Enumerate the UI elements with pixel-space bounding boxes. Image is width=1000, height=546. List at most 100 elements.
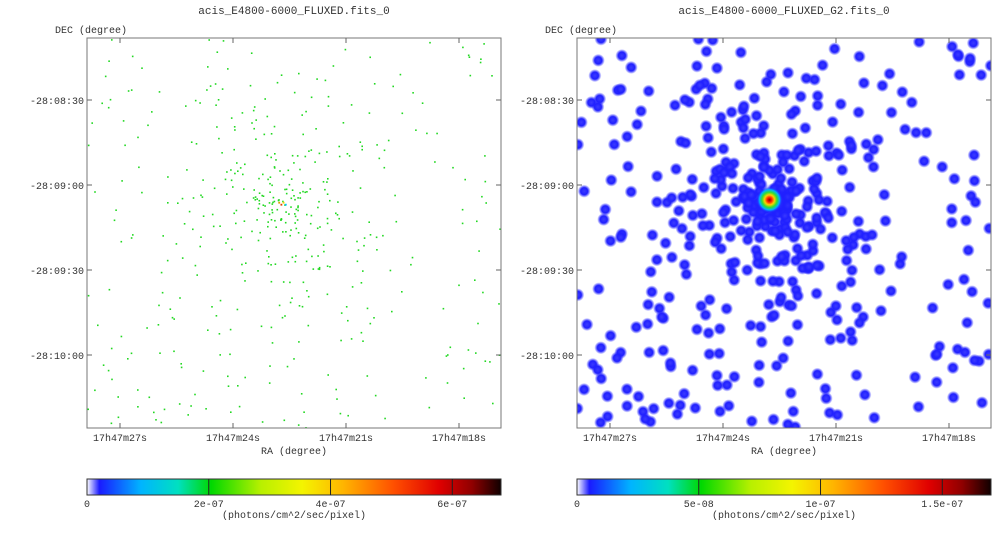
source-blob xyxy=(688,401,702,415)
source-pixel xyxy=(304,155,307,158)
source-pixel xyxy=(304,191,306,194)
source-pixel xyxy=(273,125,276,128)
source-blob xyxy=(809,144,823,158)
source-pixel xyxy=(275,159,277,161)
source-blob xyxy=(946,361,960,375)
source-pixel xyxy=(282,231,284,233)
source-pixel xyxy=(195,143,198,145)
source-blob xyxy=(723,230,737,244)
y-axis-label: DEC (degree) xyxy=(545,25,617,37)
source-pixel xyxy=(467,349,470,351)
source-blob xyxy=(641,298,655,312)
source-blob xyxy=(785,127,799,141)
source-pixel xyxy=(467,54,470,57)
source-pixel xyxy=(187,414,189,416)
source-pixel xyxy=(87,144,90,147)
source-pixel xyxy=(287,261,290,263)
source-blob xyxy=(754,274,768,288)
source-pixel xyxy=(308,150,310,152)
source-blob xyxy=(691,38,705,46)
source-blob xyxy=(744,319,758,332)
source-pixel xyxy=(244,376,246,379)
source-blob xyxy=(642,345,656,359)
source-pixel xyxy=(268,202,271,204)
y-tick-label: -28:08:30 xyxy=(520,97,574,108)
source-pixel xyxy=(285,211,287,213)
colorbar-tick-label: 6e-07 xyxy=(437,500,467,511)
source-pixel xyxy=(376,249,378,251)
source-blob xyxy=(835,163,849,177)
source-pixel xyxy=(273,167,276,169)
source-blob xyxy=(895,250,909,264)
source-pixel xyxy=(147,124,149,127)
source-pixel xyxy=(162,235,164,237)
source-blob xyxy=(873,263,887,277)
source-blob xyxy=(935,160,949,174)
source-pixel xyxy=(151,111,153,113)
source-pixel xyxy=(215,315,218,317)
source-pixel xyxy=(249,84,252,87)
source-pixel xyxy=(230,169,232,171)
source-pixel xyxy=(269,176,272,178)
source-pixel xyxy=(258,199,261,202)
source-blob xyxy=(720,378,734,392)
source-pixel xyxy=(233,126,236,128)
source-pixel xyxy=(286,365,289,368)
source-blob xyxy=(808,73,822,87)
source-pixel xyxy=(177,202,179,204)
source-pixel xyxy=(221,152,223,154)
source-blob xyxy=(829,299,843,313)
source-pixel xyxy=(148,396,151,399)
source-pixel xyxy=(171,316,174,319)
source-pixel xyxy=(287,169,290,172)
source-pixel xyxy=(231,248,233,251)
source-blob xyxy=(859,242,873,256)
source-blob xyxy=(750,214,764,228)
source-pixel xyxy=(244,163,246,166)
source-blob xyxy=(859,137,873,151)
source-pixel xyxy=(384,417,386,420)
source-pixel xyxy=(275,226,277,228)
source-pixel xyxy=(207,329,209,331)
source-pixel xyxy=(274,153,276,155)
source-pixel xyxy=(255,138,257,140)
source-blob xyxy=(683,229,697,243)
source-blob xyxy=(959,214,973,227)
source-pixel xyxy=(302,190,304,193)
source-pixel xyxy=(273,166,276,168)
source-pixel xyxy=(192,228,194,231)
source-blob xyxy=(645,228,659,242)
source-blob xyxy=(834,97,848,111)
y-axis: -28:08:30 -28:09:00 -28:09:30 -28:10:00 xyxy=(520,97,991,363)
source-pixel xyxy=(296,155,299,157)
source-blob xyxy=(713,404,727,418)
source-pixel xyxy=(227,68,229,70)
source-blob xyxy=(673,398,687,412)
source-blob xyxy=(840,254,854,267)
source-blob xyxy=(734,45,748,59)
source-pixel xyxy=(199,245,201,248)
source-pixel xyxy=(141,67,143,69)
source-pixel xyxy=(97,324,99,327)
source-pixel xyxy=(306,290,308,292)
source-blob xyxy=(629,320,643,334)
source-blob xyxy=(588,69,602,83)
source-pixel xyxy=(468,56,471,58)
source-blob xyxy=(926,301,940,315)
source-pixel xyxy=(194,99,197,102)
source-pixel xyxy=(350,104,353,106)
source-blob xyxy=(785,299,799,313)
source-pixel xyxy=(138,166,140,169)
source-pixel xyxy=(107,369,110,372)
source-pixel xyxy=(373,317,375,319)
source-pixel xyxy=(146,327,148,329)
source-pixel xyxy=(257,207,260,210)
source-pixel xyxy=(256,198,258,200)
source-pixel xyxy=(110,347,113,350)
source-blob xyxy=(697,181,711,194)
source-pixel xyxy=(483,43,485,45)
source-pixel xyxy=(259,231,261,234)
source-pixel xyxy=(252,109,255,112)
source-pixel xyxy=(291,154,294,157)
